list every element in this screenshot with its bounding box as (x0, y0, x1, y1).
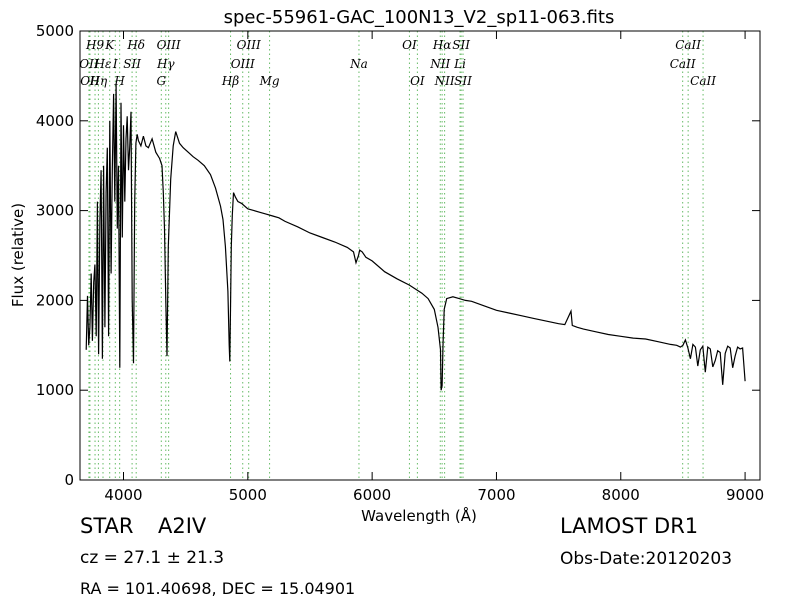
line-marker-label: OIII (157, 38, 181, 52)
line-marker-label: NII (429, 57, 450, 71)
survey-label: LAMOST DR1 (560, 514, 699, 538)
y-axis-label: Flux (relative) (9, 203, 27, 307)
y-tick-label: 1000 (36, 381, 74, 399)
emission-line-markers (88, 31, 704, 480)
observation-date: Obs-Date:20120203 (560, 549, 733, 569)
line-marker-label: Na (349, 57, 368, 71)
line-marker-label: Li (453, 57, 466, 71)
coordinates-readout: RA = 101.40698, DEC = 15.04901 (80, 579, 356, 598)
line-marker-label: SII (454, 74, 472, 88)
y-tick-label: 5000 (36, 22, 74, 40)
line-marker-label: CaII (670, 57, 696, 71)
line-marker-label: Hγ (156, 57, 175, 71)
x-tick-label: 9000 (726, 486, 764, 504)
line-marker-label: OI (410, 74, 425, 88)
x-tick-label: 5000 (229, 486, 267, 504)
line-marker-label: G (157, 74, 167, 88)
x-tick-label: 6000 (353, 486, 391, 504)
line-marker-label: OIII (231, 57, 255, 71)
line-marker-label: H (113, 74, 125, 88)
x-tick-label: 4000 (104, 486, 142, 504)
y-tick-label: 4000 (36, 112, 74, 130)
y-axis: 0 1000 2000 3000 4000 5000 (36, 22, 760, 489)
x-tick-label: 8000 (602, 486, 640, 504)
x-axis-label: Wavelength (Å) (361, 506, 477, 525)
y-tick-label: 0 (64, 471, 74, 489)
line-marker-label: SII (452, 38, 470, 52)
line-marker-label: OI (402, 38, 417, 52)
line-marker-label: Hδ (126, 38, 145, 52)
spectrum-line (85, 84, 746, 391)
line-marker-label: OIII (237, 38, 261, 52)
line-marker-label: SII (123, 57, 141, 71)
line-marker-label: H9 (85, 38, 104, 52)
line-marker-label: Hβ (221, 74, 239, 88)
line-marker-label: OII (80, 74, 100, 88)
redshift-readout: cz = 27.1 ± 21.3 (80, 548, 225, 568)
object-class-label: STAR (80, 514, 134, 538)
chart-title: spec-55961-GAC_100N13_V2_sp11-063.fits (224, 7, 615, 28)
line-marker-label: Hη (89, 74, 108, 88)
plot-frame (79, 30, 761, 481)
line-marker-label: OII (79, 57, 99, 71)
line-marker-label: I (112, 57, 118, 71)
line-marker-label: Mg (259, 74, 280, 88)
emission-line-labels: OII OII H9 Hη Hε KIH SII Hδ G Hγ OIII Hβ OIII OIII Mg N… (79, 38, 716, 88)
line-marker-label: Hα (432, 38, 452, 52)
line-marker-label: Hε (94, 57, 112, 71)
x-axis: 4000 5000 6000 7000 8000 9000 (104, 31, 764, 504)
x-tick-label: 7000 (477, 486, 515, 504)
y-tick-label: 2000 (36, 291, 74, 309)
object-subclass-label: A2IV (158, 514, 207, 538)
line-marker-label: NII (434, 74, 455, 88)
line-marker-label: CaII (675, 38, 701, 52)
line-marker-label: K (104, 38, 115, 52)
line-marker-label: CaII (690, 74, 716, 88)
y-tick-label: 3000 (36, 202, 74, 220)
